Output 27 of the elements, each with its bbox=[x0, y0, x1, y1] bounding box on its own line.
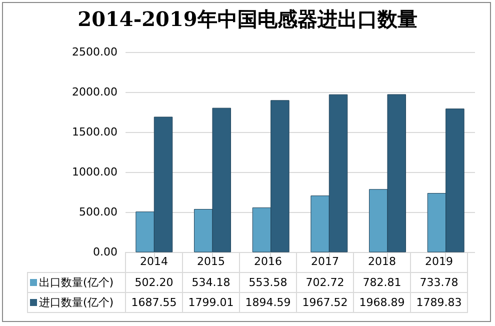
data-label: 534.18 bbox=[182, 272, 240, 292]
data-label: 782.81 bbox=[354, 272, 410, 292]
data-label: 1968.89 bbox=[354, 292, 410, 312]
y-tick-label: 1000.00 bbox=[72, 166, 118, 178]
data-label: 702.72 bbox=[296, 272, 354, 292]
data-label: 1687.55 bbox=[126, 292, 182, 312]
x-tick-label: 2019 bbox=[410, 252, 468, 272]
data-label: 1789.83 bbox=[410, 292, 468, 312]
data-label: 553.58 bbox=[240, 272, 296, 292]
x-tick-label: 2018 bbox=[354, 252, 410, 272]
x-tick-label: 2016 bbox=[240, 252, 296, 272]
x-tick-label: 2017 bbox=[296, 252, 354, 272]
legend-label: 进口数量(亿个) bbox=[28, 292, 126, 312]
data-label: 1967.52 bbox=[296, 292, 354, 312]
chart-title: 2014-2019年中国电感器进出口数量 bbox=[76, 6, 418, 33]
legend-label: 出口数量(亿个) bbox=[28, 272, 126, 292]
data-label: 733.78 bbox=[410, 272, 468, 292]
y-tick-label: 2500.00 bbox=[72, 46, 118, 58]
data-label: 502.20 bbox=[126, 272, 182, 292]
data-label: 1799.01 bbox=[182, 292, 240, 312]
data-label: 1894.59 bbox=[240, 292, 296, 312]
y-tick-label: 0.00 bbox=[93, 246, 118, 258]
x-tick-label: 2014 bbox=[126, 252, 182, 272]
x-tick-label: 2015 bbox=[182, 252, 240, 272]
y-tick-label: 500.00 bbox=[79, 206, 118, 218]
y-tick-label: 2000.00 bbox=[72, 86, 118, 98]
y-tick-label: 1500.00 bbox=[72, 126, 118, 138]
